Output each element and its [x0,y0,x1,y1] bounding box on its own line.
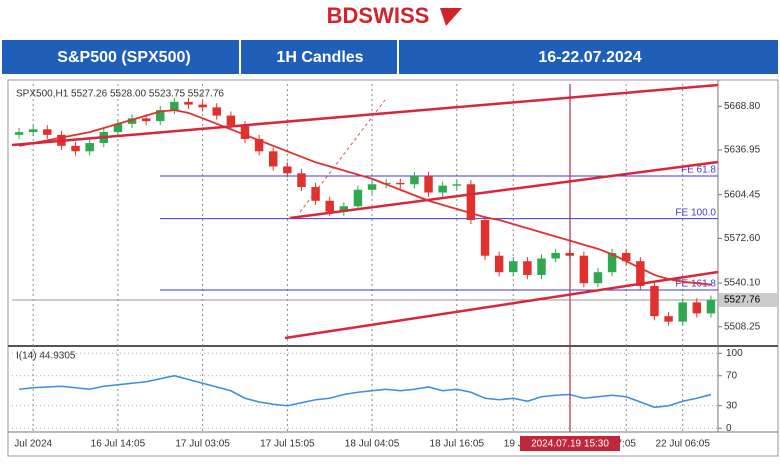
candle-body [43,129,52,135]
candle-body [297,173,306,188]
candle-body [226,115,236,126]
x-tick-label: 19 J [504,439,523,450]
candle-body [523,261,532,275]
candle-body [636,261,645,286]
fib-level-label: FE 161.8 [675,279,716,290]
fib-level-label: FE 100.0 [675,207,716,218]
candle-body [466,184,476,220]
fib-level-label: FE 61.8 [681,165,716,176]
chart-frame [7,79,779,457]
candle-body [509,261,518,273]
candle-body [268,151,278,167]
candle-body [170,101,179,111]
candle-body [452,184,462,186]
candle-body [650,285,659,317]
candle-body [621,252,631,262]
candle-body [240,125,250,139]
candle-body [254,138,264,152]
channel-line [11,83,719,147]
y-tick-label: 70 [726,370,738,381]
brand-icon [440,8,462,26]
indicator-legend: I(14) 44.9305 [16,351,76,362]
candle-body [311,187,320,201]
candle-body [212,107,221,116]
candle-body [692,302,702,314]
channel-line [289,160,719,220]
x-tick-label: Jul 2024 [14,439,52,450]
candle-body [353,189,363,207]
current-price-box [719,292,779,307]
crosshair-box [520,436,620,451]
channel-line [284,270,719,340]
candle-body [579,255,589,284]
candle-body [367,184,377,190]
candle-body [141,118,151,122]
candle-body [678,302,687,322]
x-tick-label: 17 Jul 03:05 [175,439,230,450]
header-period: 16-22.07.2024 [538,49,641,66]
candle-body [28,129,38,133]
candle-body [396,182,405,185]
y-tick-label: 5636.95 [724,145,761,156]
candle-body [71,145,80,152]
candle-body [156,110,165,122]
candle-body [424,176,433,193]
x-tick-label: 18 Jul 16:05 [430,439,485,450]
candle-body [480,219,490,256]
x-tick-label: 22 Jul 06:05 [655,439,710,450]
x-tick-label: 7:05 [616,439,636,450]
header-bar [2,40,778,74]
candle-body [494,255,504,273]
series-legend: SPX500,H1 5527.26 5528.00 5523.75 5527.7… [16,89,224,100]
candle-body [664,316,673,322]
candle-body [706,299,716,314]
y-tick-label: 5572.60 [724,233,761,244]
candle-body [325,200,334,212]
candle-body [593,272,603,284]
moving-average [18,109,712,286]
header-timeframe: 1H Candles [276,49,363,66]
brand-logo: BDSWISS [327,3,430,28]
candle-body [438,185,447,193]
candle-body [410,176,419,185]
y-tick-label: 0 [726,423,732,434]
y-tick-label: 5508.25 [724,321,761,332]
y-tick-label: 5604.45 [724,189,761,200]
candle-body [113,123,123,133]
current-price-label: 5527.76 [724,295,761,306]
candle-body [198,104,207,108]
candle-body [85,143,94,152]
x-tick-label: 16 Jul 14:05 [91,439,146,450]
candle-body [537,258,546,275]
candle-body [551,252,560,259]
candle-body [14,132,24,135]
candle-body [607,252,617,273]
crosshair-label: 2024.07.19 15:30 [531,439,609,450]
candle-body [127,118,137,124]
y-tick-label: 30 [726,400,738,411]
candle-body [283,166,292,174]
candle-body [184,101,193,105]
header-instrument: S&P500 (SPX500) [57,49,190,66]
y-tick-label: 5668.80 [724,101,761,112]
candle-body [339,206,349,212]
y-tick-label: 100 [726,348,743,359]
y-tick-label: 5540.10 [724,278,761,289]
indicator-line [18,374,712,409]
x-tick-label: 17 Jul 15:05 [260,439,315,450]
x-tick-label: 18 Jul 04:05 [345,439,400,450]
